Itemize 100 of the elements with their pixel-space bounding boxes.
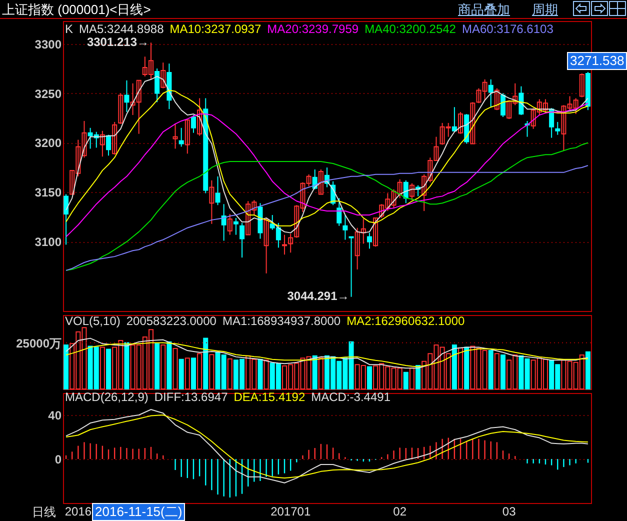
bar [166, 341, 172, 390]
candlestick [549, 108, 554, 138]
annotation: 3044.291→ [287, 288, 350, 303]
bar [494, 353, 500, 390]
candlestick [112, 121, 118, 156]
candlestick [518, 86, 524, 116]
candlestick [240, 222, 245, 258]
annotation: 3301.213→ [86, 34, 149, 49]
candlestick [488, 78, 494, 108]
bar [209, 354, 214, 390]
candlestick [470, 102, 476, 144]
candlestick [342, 214, 348, 240]
candlestick [288, 233, 294, 254]
bar [172, 348, 178, 390]
x-tick-label: 2016 [64, 504, 92, 518]
x-tick-label: 201701 [270, 504, 311, 518]
x-tick-label: 02 [393, 504, 407, 518]
bar [160, 344, 166, 390]
bar [258, 358, 263, 390]
candlestick [118, 92, 124, 124]
y-tick-label: 3200 [34, 136, 62, 150]
text: MA1:168934937.8000 [222, 314, 341, 328]
candlestick [409, 182, 414, 201]
bar [458, 347, 464, 390]
candlestick [190, 114, 196, 134]
bar [184, 358, 190, 390]
bar [416, 365, 421, 390]
bar [203, 338, 208, 390]
annotation: MACD:-3.4491 [311, 390, 391, 404]
legend-title: K [65, 22, 74, 36]
candlestick [160, 62, 166, 89]
bar [403, 372, 408, 390]
bar [190, 358, 196, 390]
candlestick [318, 168, 324, 195]
annotation: 3271.538 [567, 52, 627, 70]
bar [488, 350, 494, 390]
candlestick [172, 123, 178, 150]
annotation: 200583223.0000 [126, 314, 216, 328]
y-tick-label: 25000万 [16, 336, 62, 350]
bar [124, 342, 130, 390]
text: DEA:15.4192 [234, 390, 306, 404]
candlestick [555, 121, 560, 136]
candlestick [215, 176, 220, 206]
candlestick [348, 236, 354, 298]
bar [452, 344, 457, 390]
candlestick [264, 217, 269, 274]
candlestick [373, 217, 378, 248]
bar [154, 343, 160, 390]
candlestick [100, 130, 105, 158]
candlestick [233, 217, 238, 236]
candlestick [209, 180, 214, 224]
bar [106, 348, 112, 390]
chart-title: 上证指数 (000001)<日线> [2, 1, 151, 19]
bar [585, 351, 590, 390]
candlestick [282, 234, 288, 256]
candlestick [452, 106, 457, 132]
bar [178, 358, 184, 390]
candlestick [106, 134, 112, 156]
candlestick [184, 119, 190, 154]
bar [318, 358, 324, 390]
text: MA5:3244.8988 [79, 22, 164, 36]
candlestick [64, 194, 69, 246]
candlestick [124, 80, 130, 113]
legend-title: VOL(5,10) [65, 314, 120, 328]
text: 周期 [532, 2, 558, 17]
candlestick [366, 232, 372, 250]
text: 商品叠加 [458, 2, 510, 17]
y-tick-label: 0 [54, 452, 62, 466]
y-tick-label: 3100 [34, 235, 62, 250]
x-axis-title: 日线 [32, 504, 56, 521]
bar [464, 346, 470, 390]
bar [64, 344, 69, 390]
text: MA20:3239.7959 [267, 22, 359, 36]
candlestick [500, 92, 506, 118]
candlestick [336, 198, 342, 226]
bar [264, 360, 269, 390]
series-label: DIFF:13.6947 [154, 390, 228, 404]
candlestick [154, 68, 160, 103]
y-tick-label: 3300 [34, 37, 62, 52]
bar [500, 354, 506, 390]
candlestick [579, 72, 584, 98]
bar [227, 358, 232, 390]
legend-title: MACD(26,12,9) [65, 390, 148, 404]
series-label: MA2:162960632.1000 [346, 314, 465, 328]
candlestick [197, 98, 202, 136]
text: MA60:3176.6103 [462, 22, 554, 36]
candlestick [227, 214, 232, 236]
bar [409, 368, 414, 390]
candlestick [458, 112, 464, 134]
candlestick [494, 88, 500, 111]
x-tick-label: 03 [502, 504, 516, 518]
y-tick-label: 3250 [34, 86, 62, 101]
text: MA40:3200.2542 [364, 22, 456, 36]
candlestick [221, 204, 226, 242]
text: MA10:3237.0937 [170, 22, 262, 36]
candlestick [178, 127, 184, 148]
y-tick-label: 40 [48, 408, 62, 422]
bar [197, 353, 202, 390]
text: 2016-11-15(二) [92, 503, 186, 521]
y-tick-label: 3150 [34, 186, 62, 200]
